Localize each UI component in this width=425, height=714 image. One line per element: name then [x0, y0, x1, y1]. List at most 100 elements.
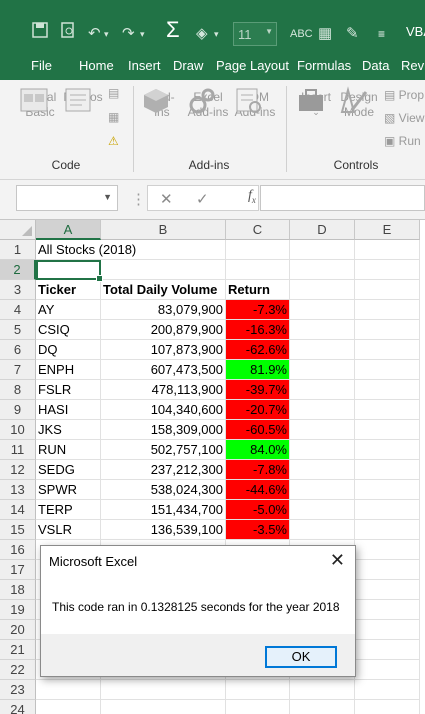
row-header-17[interactable]: 17 — [0, 560, 36, 580]
volume-cell[interactable]: 478,113,900 — [101, 380, 226, 400]
save-icon[interactable] — [32, 22, 48, 46]
empty-cell[interactable] — [290, 420, 355, 440]
empty-cell[interactable] — [355, 280, 420, 300]
format-painter-icon[interactable]: ✎ — [346, 25, 359, 42]
return-cell[interactable]: -20.7% — [226, 400, 290, 420]
empty-cell[interactable] — [355, 540, 420, 560]
volume-cell[interactable]: 502,757,100 — [101, 440, 226, 460]
row-header-22[interactable]: 22 — [0, 660, 36, 680]
empty-cell[interactable] — [290, 680, 355, 700]
row-header-24[interactable]: 24 — [0, 700, 36, 714]
row-header-8[interactable]: 8 — [0, 380, 36, 400]
empty-cell[interactable] — [355, 640, 420, 660]
name-box-dropdown-icon[interactable]: ▼ — [103, 192, 112, 202]
row-header-6[interactable]: 6 — [0, 340, 36, 360]
formula-input[interactable] — [260, 185, 425, 211]
return-cell[interactable]: 81.9% — [226, 360, 290, 380]
ticker-cell[interactable]: DQ — [36, 340, 101, 360]
empty-cell[interactable] — [290, 500, 355, 520]
empty-cell[interactable] — [355, 340, 420, 360]
customize-qat-icon[interactable]: ≡ — [378, 27, 386, 41]
sheet-title-cell[interactable]: All Stocks (2018) — [36, 240, 226, 260]
ok-button[interactable]: OK — [265, 646, 337, 668]
volume-cell[interactable]: 607,473,500 — [101, 360, 226, 380]
empty-cell[interactable] — [101, 700, 226, 714]
row-header-20[interactable]: 20 — [0, 620, 36, 640]
row-header-11[interactable]: 11 — [0, 440, 36, 460]
empty-cell[interactable] — [355, 520, 420, 540]
volume-cell[interactable]: 107,873,900 — [101, 340, 226, 360]
empty-cell[interactable] — [355, 440, 420, 460]
name-box[interactable]: ▼ — [16, 185, 118, 211]
insert-control-button[interactable]: Insert ⌄ — [295, 86, 337, 120]
ticker-cell[interactable]: HASI — [36, 400, 101, 420]
empty-cell[interactable] — [355, 620, 420, 640]
empty-cell[interactable] — [355, 420, 420, 440]
empty-cell[interactable] — [290, 280, 355, 300]
insert-function-icon[interactable]: fx — [248, 188, 256, 205]
row-header-10[interactable]: 10 — [0, 420, 36, 440]
formula-bar-resize-icon[interactable]: ⋮ — [131, 191, 146, 208]
volume-cell[interactable]: 151,434,700 — [101, 500, 226, 520]
empty-cell[interactable] — [290, 400, 355, 420]
undo-icon[interactable]: ↶ — [88, 25, 101, 42]
macros-button[interactable]: Macros — [62, 86, 104, 112]
volume-cell[interactable]: 158,309,000 — [101, 420, 226, 440]
empty-cell[interactable] — [355, 700, 420, 714]
redo-icon[interactable]: ↷ — [122, 25, 135, 42]
empty-cell[interactable] — [226, 700, 290, 714]
ticker-cell[interactable]: CSIQ — [36, 320, 101, 340]
empty-cell[interactable] — [355, 400, 420, 420]
empty-cell[interactable] — [355, 460, 420, 480]
row-header-18[interactable]: 18 — [0, 580, 36, 600]
empty-cell[interactable] — [290, 300, 355, 320]
tab-draw[interactable]: Draw — [173, 58, 204, 73]
column-header-a[interactable]: A — [36, 220, 101, 240]
row-header-9[interactable]: 9 — [0, 400, 36, 420]
ticker-cell[interactable]: AY — [36, 300, 101, 320]
return-cell[interactable]: -44.6% — [226, 480, 290, 500]
column-header-b[interactable]: B — [101, 220, 226, 240]
tab-review[interactable]: Revi — [401, 58, 425, 73]
design-mode-button[interactable]: Design Mode — [338, 86, 380, 120]
empty-cell[interactable] — [355, 360, 420, 380]
return-cell[interactable]: -3.5% — [226, 520, 290, 540]
undo-dropdown-icon[interactable]: ▾ — [104, 29, 109, 39]
tab-insert[interactable]: Insert — [128, 58, 161, 73]
ticker-cell[interactable]: JKS — [36, 420, 101, 440]
row-header-23[interactable]: 23 — [0, 680, 36, 700]
return-cell[interactable]: -62.6% — [226, 340, 290, 360]
row-header-7[interactable]: 7 — [0, 360, 36, 380]
empty-cell[interactable] — [290, 340, 355, 360]
empty-cell[interactable] — [290, 460, 355, 480]
ticker-cell[interactable]: RUN — [36, 440, 101, 460]
empty-cell[interactable] — [226, 240, 290, 260]
ticker-cell[interactable]: SPWR — [36, 480, 101, 500]
empty-cell[interactable] — [226, 260, 290, 280]
font-size-box[interactable]: 11 ▼ — [233, 22, 277, 46]
return-cell[interactable]: 84.0% — [226, 440, 290, 460]
close-icon[interactable]: ✕ — [329, 550, 345, 570]
empty-cell[interactable] — [290, 700, 355, 714]
com-addins-button[interactable]: COM Add-ins — [232, 86, 278, 120]
visual-basic-button[interactable]: Visual Basic — [18, 86, 62, 120]
empty-cell[interactable] — [36, 680, 101, 700]
borders-icon[interactable]: ▦ — [318, 25, 333, 42]
row-header-5[interactable]: 5 — [0, 320, 36, 340]
empty-cell[interactable] — [355, 560, 420, 580]
return-cell[interactable]: -5.0% — [226, 500, 290, 520]
ticker-cell[interactable]: FSLR — [36, 380, 101, 400]
tab-file[interactable]: File — [31, 58, 52, 73]
ticker-cell[interactable]: ENPH — [36, 360, 101, 380]
row-header-15[interactable]: 15 — [0, 520, 36, 540]
fill-color-dropdown-icon[interactable]: ▾ — [214, 29, 219, 39]
empty-cell[interactable] — [355, 480, 420, 500]
volume-cell[interactable]: 104,340,600 — [101, 400, 226, 420]
empty-cell[interactable] — [355, 320, 420, 340]
redo-dropdown-icon[interactable]: ▾ — [140, 29, 145, 39]
volume-cell[interactable]: 200,879,900 — [101, 320, 226, 340]
volume-header-cell[interactable]: Total Daily Volume — [101, 280, 226, 300]
tab-data[interactable]: Data — [362, 58, 390, 73]
empty-cell[interactable] — [355, 240, 420, 260]
empty-cell[interactable] — [290, 240, 355, 260]
